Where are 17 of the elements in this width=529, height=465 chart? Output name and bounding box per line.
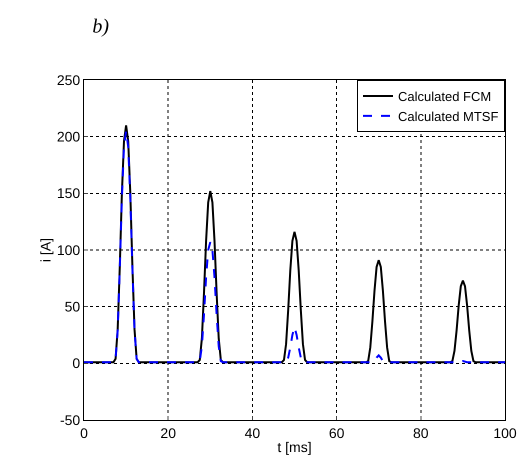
x-tick-label: 80 xyxy=(413,424,429,441)
legend-label: Calculated FCM xyxy=(398,89,492,104)
y-tick-label: 0 xyxy=(72,355,80,372)
y-tick-label: 150 xyxy=(56,185,80,202)
x-tick-label: 60 xyxy=(328,424,345,441)
x-tick-label: 40 xyxy=(244,424,260,441)
y-axis-title: i [A] xyxy=(37,238,54,262)
x-tick-label: 100 xyxy=(493,424,517,441)
x-tick-label: 20 xyxy=(160,424,176,441)
y-tick-label: -50 xyxy=(60,412,80,428)
y-tick-label: 250 xyxy=(56,72,80,88)
legend-label: Calculated MTSF xyxy=(398,108,498,124)
y-tick-label: 200 xyxy=(56,128,80,145)
y-tick-label: 50 xyxy=(64,298,80,315)
chart-title: b) xyxy=(92,16,110,38)
y-tick-label: 100 xyxy=(56,242,80,258)
x-axis-title: t [ms] xyxy=(277,439,312,456)
